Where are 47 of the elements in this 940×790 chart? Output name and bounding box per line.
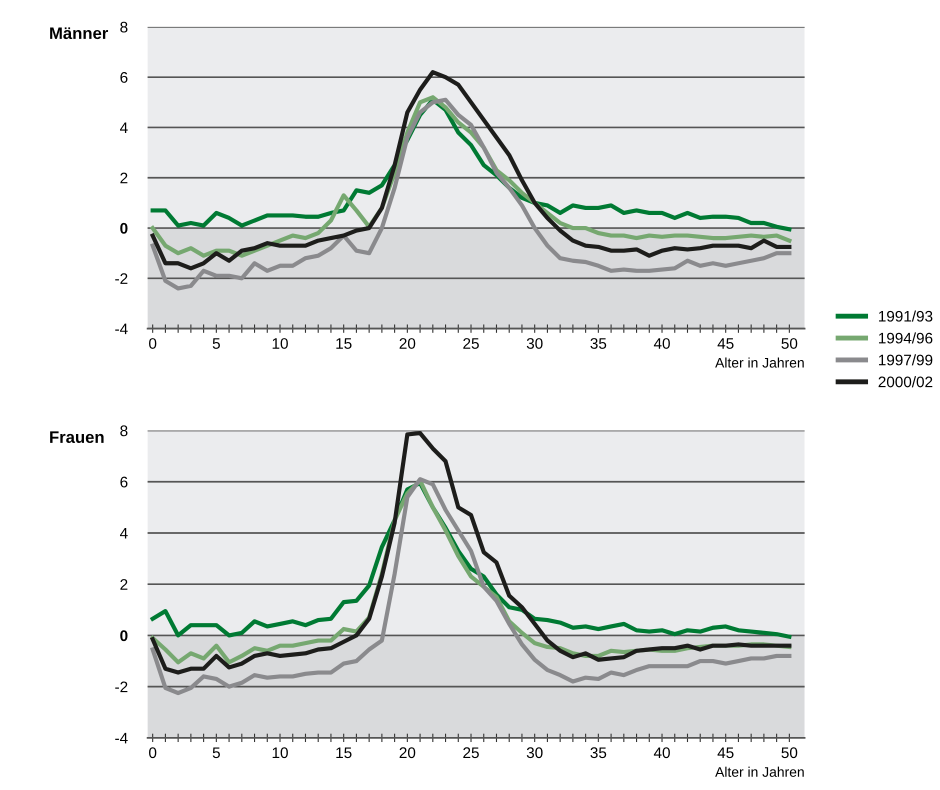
x-tick-label: 15 <box>336 338 352 349</box>
y-tick-label: -4 <box>115 324 128 334</box>
chart-title: Männer <box>50 27 108 40</box>
x-tick-label: 35 <box>590 747 606 758</box>
y-tick-label: 0 <box>120 222 128 234</box>
x-tick-label: 40 <box>654 338 670 349</box>
x-axis-title: Alter in Jahren <box>715 357 804 368</box>
y-tick-label: 8 <box>120 425 128 436</box>
x-tick-label: 30 <box>526 338 543 349</box>
x-tick-label: 25 <box>463 747 479 758</box>
x-tick-label: 0 <box>149 338 156 349</box>
x-tick-label: 45 <box>718 338 734 349</box>
x-tick-label: 20 <box>400 747 416 758</box>
x-axis-title: Alter in Jahren <box>715 766 804 777</box>
line-series <box>150 431 792 675</box>
x-tick-label: 50 <box>781 338 798 349</box>
chart-title: Frauen <box>50 431 104 444</box>
x-tick-label: 40 <box>654 747 670 758</box>
x-tick-label: 5 <box>212 338 220 349</box>
legend-label: 2000/02 <box>878 376 932 388</box>
x-tick-label: 20 <box>400 338 416 349</box>
line-series <box>150 70 792 270</box>
x-tick-label: 10 <box>272 747 288 758</box>
y-tick-label: 8 <box>120 22 128 33</box>
y-tick-label: 0 <box>120 630 128 642</box>
x-tick-label: 10 <box>272 338 288 349</box>
y-tick-label: 2 <box>120 172 128 184</box>
y-tick-label: 2 <box>120 579 128 590</box>
x-tick-label: 50 <box>781 747 798 758</box>
y-tick-label: 6 <box>120 72 128 83</box>
y-tick-label: 6 <box>120 476 128 488</box>
line-series <box>150 98 792 290</box>
x-tick-label: 35 <box>590 338 606 349</box>
x-tick-label: 30 <box>526 747 543 758</box>
x-tick-label: 15 <box>336 747 352 758</box>
x-tick-label: 5 <box>212 747 220 758</box>
legend-label: 1994/96 <box>878 332 932 344</box>
x-tick-label: 25 <box>463 338 479 349</box>
y-tick-label: -4 <box>115 732 128 744</box>
x-tick-label: 45 <box>718 747 734 758</box>
legend-label: 1991/93 <box>878 310 932 322</box>
y-tick-label: 4 <box>120 528 128 539</box>
y-tick-label: 4 <box>120 122 128 133</box>
y-tick-label: -2 <box>115 682 128 692</box>
y-tick-label: -2 <box>115 273 128 284</box>
legend-label: 1997/99 <box>878 354 932 366</box>
x-tick-label: 0 <box>149 747 156 758</box>
